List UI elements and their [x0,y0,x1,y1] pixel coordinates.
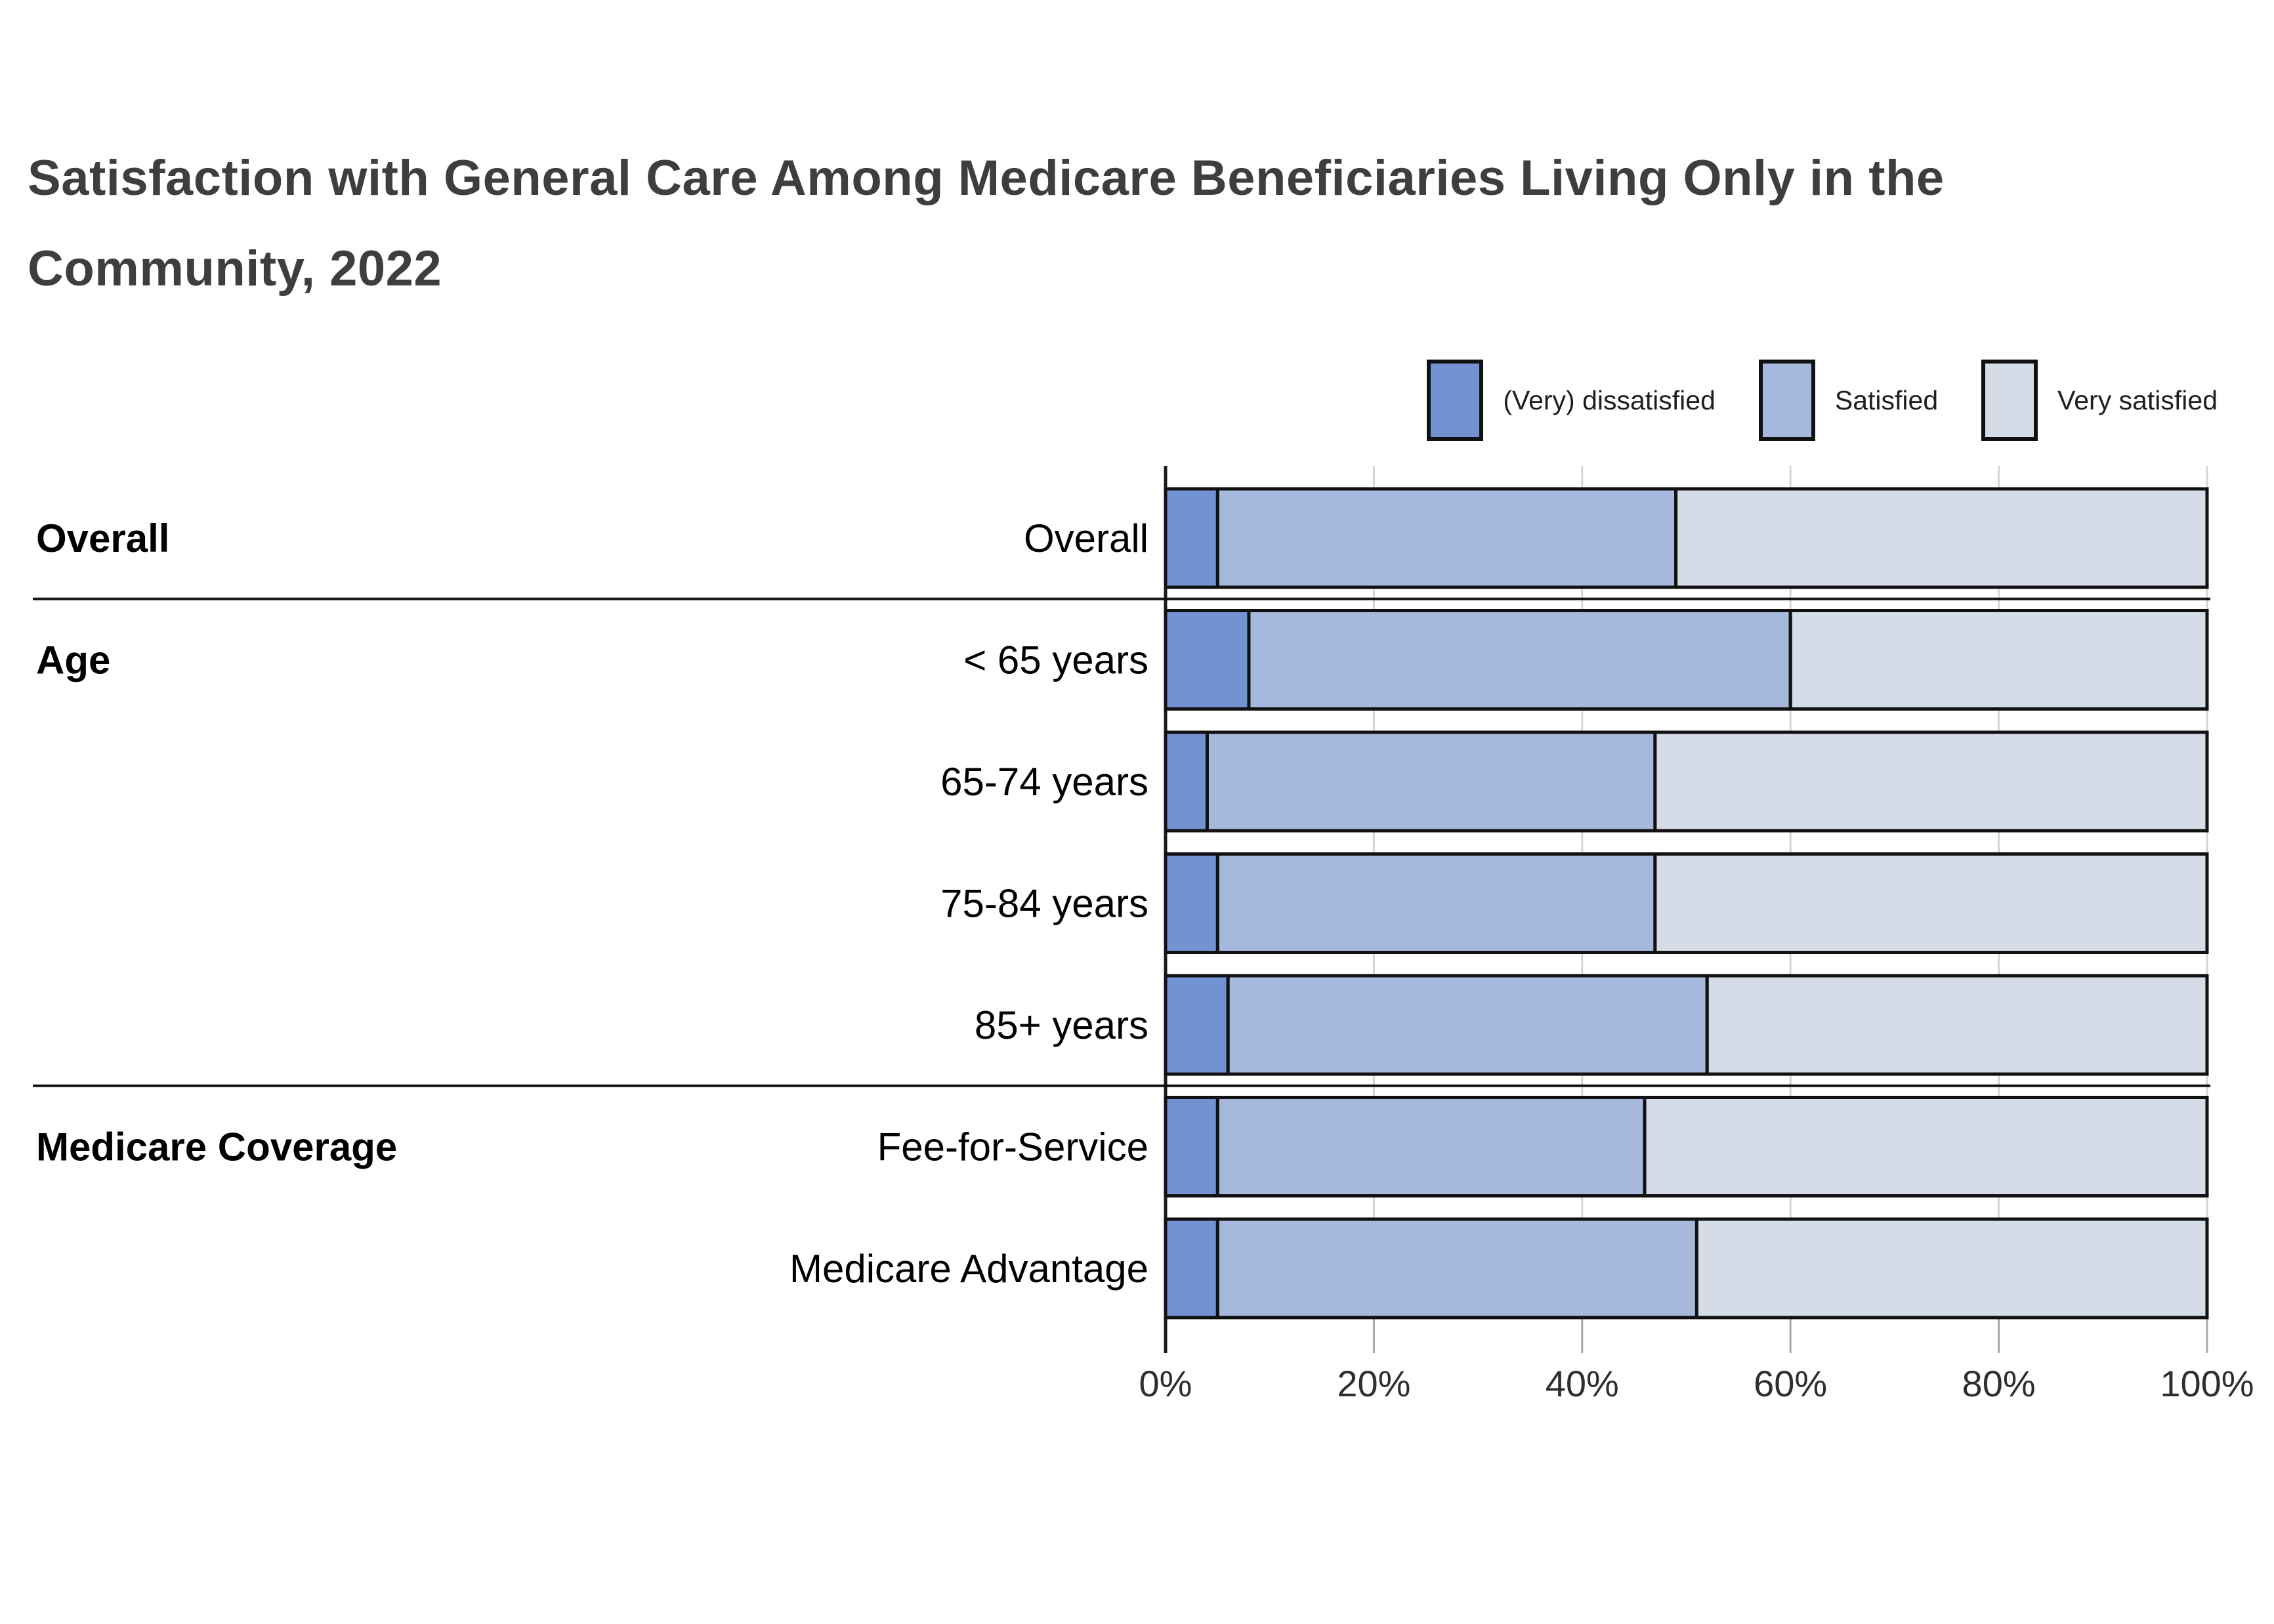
row-label: 65-74 years [940,760,1148,804]
group-label: Medicare Coverage [36,1125,397,1169]
x-tick-label: 40% [1546,1363,1619,1404]
row-label: 85+ years [975,1003,1148,1047]
bar-segment [1247,609,1792,711]
bar-segment [1653,852,2209,954]
x-tick-label: 80% [1962,1363,2036,1404]
group-label: Overall [36,516,169,560]
legend: (Very) dissatisfied Satisfied Very satisfi… [1427,360,2218,441]
x-tick-label: 20% [1337,1363,1410,1404]
bar-row: 65-74 years [940,730,2209,833]
bar-row: Fee-for-Service [877,1096,2209,1197]
bar-segment [1164,1096,1219,1197]
group-label: Age [36,638,110,682]
bar-segment [1215,1096,1647,1197]
bar-segment [1164,609,1251,711]
legend-item: Satisfied [1758,360,1939,441]
bar-segment [1164,852,1219,954]
bar-segment [1164,974,1230,1076]
x-tick-label: 60% [1754,1363,1827,1404]
legend-item: Very satisfied [1981,360,2218,441]
legend-item: (Very) dissatisfied [1427,360,1716,441]
legend-label: Satisfied [1834,385,1939,415]
row-label: 75-84 years [940,882,1148,926]
bar-row: < 65 years [963,609,2209,711]
bar-segment [1788,609,2209,711]
bar-segment [1164,730,1209,833]
legend-label: Very satisfied [2057,385,2218,415]
bar-segment [1205,730,1657,833]
row-label: Medicare Advantage [790,1247,1148,1291]
bar-row: 85+ years [975,974,2209,1076]
bar-row: 75-84 years [940,852,2209,954]
legend-swatch [1981,360,2038,441]
bar-row: Overall [1024,487,2209,589]
x-tick-label: 0% [1139,1363,1192,1404]
bar-row: Medicare Advantage [790,1217,2209,1320]
bar-segment [1695,1217,2209,1320]
row-label: Overall [1024,516,1148,560]
bar-segment [1164,487,1219,589]
bar-segment [1705,974,2209,1076]
page-title-line2: Community, 2022 [28,241,442,297]
x-tick-label: 100% [2160,1363,2254,1404]
bar-segment [1674,487,2209,589]
bar-segment [1215,487,1678,589]
bar-segment [1164,1217,1219,1320]
bar-segment [1226,974,1709,1076]
row-label: Fee-for-Service [877,1125,1148,1169]
legend-swatch [1758,360,1815,441]
legend-label: (Very) dissatisfied [1503,385,1716,415]
page-title: Satisfaction with General Care Among Med… [28,150,1945,206]
bar-segment [1653,730,2209,833]
bar-segment [1215,1217,1698,1320]
row-label: < 65 years [963,638,1148,682]
legend-swatch [1427,360,1484,441]
bar-segment [1215,852,1657,954]
bar-segment [1643,1096,2209,1197]
